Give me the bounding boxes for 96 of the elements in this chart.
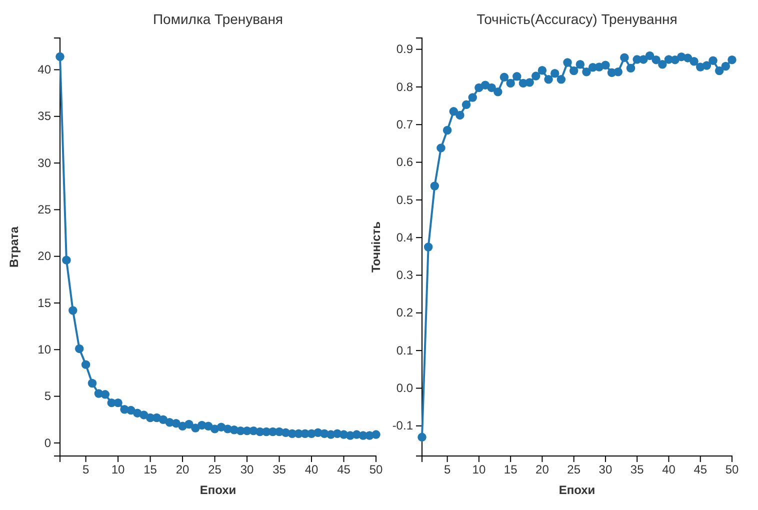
- point: [449, 107, 458, 116]
- x-tick-label: 25: [567, 462, 581, 477]
- y-tick-label: 20: [38, 249, 52, 264]
- point: [550, 69, 560, 78]
- y-tick-label: 0: [44, 436, 52, 450]
- point: [442, 126, 452, 135]
- y-tick-label: 0.3: [396, 268, 414, 282]
- point: [500, 72, 509, 82]
- point: [494, 87, 502, 96]
- y-tick-label: 30: [38, 156, 52, 170]
- point: [576, 60, 585, 69]
- y-tick-label: 15: [38, 296, 52, 310]
- point: [714, 66, 724, 76]
- point: [652, 55, 660, 64]
- point: [614, 68, 622, 76]
- point: [690, 56, 698, 66]
- point: [158, 415, 168, 424]
- point: [372, 430, 380, 439]
- point: [62, 256, 71, 264]
- x-tick-label: 45: [694, 462, 708, 477]
- point: [620, 53, 629, 62]
- y-tick-label: 10: [38, 342, 52, 356]
- point: [81, 360, 90, 369]
- point: [184, 420, 194, 429]
- point: [626, 64, 636, 72]
- x-axis-title: Епохи: [558, 483, 596, 497]
- point: [538, 66, 547, 75]
- y-tick-label: -0.1: [392, 418, 414, 433]
- point: [563, 58, 572, 67]
- point: [462, 100, 471, 110]
- y-tick-label: 0.5: [396, 192, 414, 207]
- point: [418, 432, 426, 442]
- point: [68, 306, 78, 315]
- point: [601, 60, 610, 70]
- y-tick-label: 0.6: [396, 155, 414, 170]
- point: [556, 75, 566, 84]
- y-tick-label: 35: [38, 109, 52, 124]
- y-tick-label: 0.9: [396, 42, 414, 56]
- x-tick-label: 20: [536, 462, 550, 477]
- point: [639, 55, 648, 64]
- y-tick-label: 0.0: [396, 381, 414, 396]
- chart-title: Точність(Accuracy) Тренування: [476, 11, 678, 27]
- x-tick-label: 25: [208, 462, 222, 477]
- x-tick-label: 15: [144, 462, 158, 477]
- y-tick-label: 0.8: [396, 80, 414, 94]
- point: [532, 72, 540, 80]
- x-tick-label: 10: [111, 462, 126, 477]
- point: [525, 78, 534, 87]
- x-tick-label: 50: [369, 462, 383, 477]
- point: [582, 68, 591, 76]
- x-tick-label: 50: [725, 462, 739, 477]
- x-tick-label: 40: [662, 462, 676, 477]
- y-tick-label: 0.4: [396, 230, 414, 244]
- x-tick-label: 5: [82, 462, 90, 477]
- point: [100, 390, 110, 399]
- y-tick-label: 0.7: [396, 117, 414, 132]
- x-tick-label: 15: [504, 462, 518, 477]
- point: [468, 93, 477, 102]
- point: [708, 56, 718, 65]
- x-tick-label: 45: [337, 462, 351, 477]
- x-tick-label: 30: [240, 462, 254, 477]
- x-tick-label: 40: [304, 462, 319, 477]
- x-tick-label: 5: [444, 462, 451, 477]
- point: [683, 54, 692, 62]
- point: [114, 398, 122, 408]
- point: [436, 144, 446, 152]
- y-tick-label: 25: [38, 202, 52, 217]
- point: [88, 378, 97, 388]
- point: [56, 52, 64, 62]
- point: [424, 242, 433, 252]
- point: [702, 61, 712, 70]
- x-tick-label: 35: [272, 462, 286, 477]
- chart-title: Помилка Тренуваня: [152, 11, 284, 27]
- y-axis-title: Точність: [369, 221, 383, 273]
- point: [728, 55, 736, 64]
- x-tick-label: 30: [598, 462, 612, 477]
- x-tick-label: 10: [472, 462, 486, 477]
- point: [658, 60, 667, 69]
- y-axis-title: Втрата: [7, 226, 21, 268]
- point: [430, 182, 440, 190]
- y-tick-label: 5: [44, 389, 52, 404]
- point: [456, 110, 464, 120]
- x-axis-title: Епохи: [200, 483, 236, 497]
- y-tick-label: 0.1: [396, 343, 414, 358]
- x-tick-label: 20: [176, 462, 190, 477]
- point: [569, 66, 578, 76]
- point: [487, 83, 496, 92]
- point: [721, 62, 730, 71]
- point: [506, 78, 515, 88]
- y-tick-label: 0.2: [396, 306, 414, 320]
- point: [645, 51, 654, 60]
- point: [512, 72, 522, 81]
- point: [74, 344, 84, 354]
- x-tick-label: 35: [630, 462, 644, 477]
- point: [544, 75, 553, 84]
- y-tick-label: 40: [38, 62, 52, 77]
